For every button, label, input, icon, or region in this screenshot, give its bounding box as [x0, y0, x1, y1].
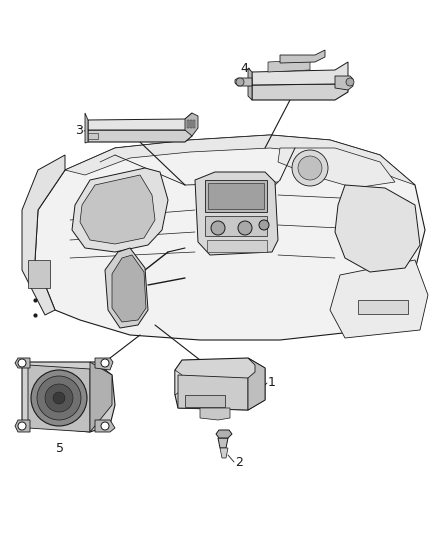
Polygon shape [175, 370, 182, 395]
Polygon shape [280, 50, 325, 63]
Bar [28, 260, 50, 288]
Circle shape [292, 150, 328, 186]
Polygon shape [252, 76, 348, 100]
Bar [187, 120, 189, 128]
Polygon shape [248, 358, 265, 410]
Polygon shape [95, 358, 113, 370]
Polygon shape [35, 135, 425, 340]
Bar [208, 183, 264, 209]
Circle shape [101, 422, 109, 430]
Circle shape [236, 78, 244, 86]
Polygon shape [28, 365, 90, 432]
Text: 5: 5 [56, 442, 64, 455]
Polygon shape [218, 438, 228, 448]
Bar [205, 216, 267, 236]
Circle shape [18, 359, 26, 367]
Circle shape [18, 422, 26, 430]
Circle shape [238, 221, 252, 235]
Polygon shape [65, 135, 415, 185]
Circle shape [346, 78, 354, 86]
Circle shape [101, 359, 109, 367]
Bar [207, 240, 267, 252]
Circle shape [259, 220, 269, 230]
Circle shape [53, 392, 65, 404]
Polygon shape [22, 362, 115, 432]
Bar [358, 300, 408, 314]
Polygon shape [88, 113, 192, 130]
Polygon shape [268, 60, 310, 72]
Polygon shape [216, 430, 232, 438]
Polygon shape [335, 76, 353, 90]
Polygon shape [95, 420, 115, 432]
Polygon shape [22, 155, 65, 315]
Polygon shape [200, 408, 230, 420]
Bar [88, 133, 98, 139]
Polygon shape [112, 255, 146, 322]
Polygon shape [252, 62, 348, 85]
Circle shape [211, 221, 225, 235]
Circle shape [31, 370, 87, 426]
Polygon shape [105, 248, 148, 328]
Polygon shape [178, 375, 248, 410]
Text: 3: 3 [75, 125, 83, 138]
Polygon shape [80, 175, 155, 244]
Polygon shape [248, 68, 252, 100]
Polygon shape [15, 358, 30, 368]
Polygon shape [88, 124, 192, 142]
Polygon shape [85, 113, 88, 143]
Bar [193, 120, 195, 128]
Polygon shape [220, 448, 228, 458]
Polygon shape [90, 362, 112, 432]
Polygon shape [185, 113, 198, 136]
Circle shape [37, 376, 81, 420]
Polygon shape [15, 420, 30, 432]
Polygon shape [175, 358, 265, 410]
Text: 4: 4 [240, 61, 248, 75]
Polygon shape [330, 260, 428, 338]
Bar [205, 180, 267, 212]
Circle shape [298, 156, 322, 180]
Bar [185, 395, 225, 407]
Polygon shape [278, 148, 395, 188]
Polygon shape [72, 168, 168, 252]
Polygon shape [195, 172, 278, 255]
Circle shape [45, 384, 73, 412]
Polygon shape [335, 185, 420, 272]
Text: 1: 1 [268, 376, 276, 390]
Text: 2: 2 [235, 456, 243, 469]
Polygon shape [235, 78, 252, 86]
Bar [190, 120, 192, 128]
